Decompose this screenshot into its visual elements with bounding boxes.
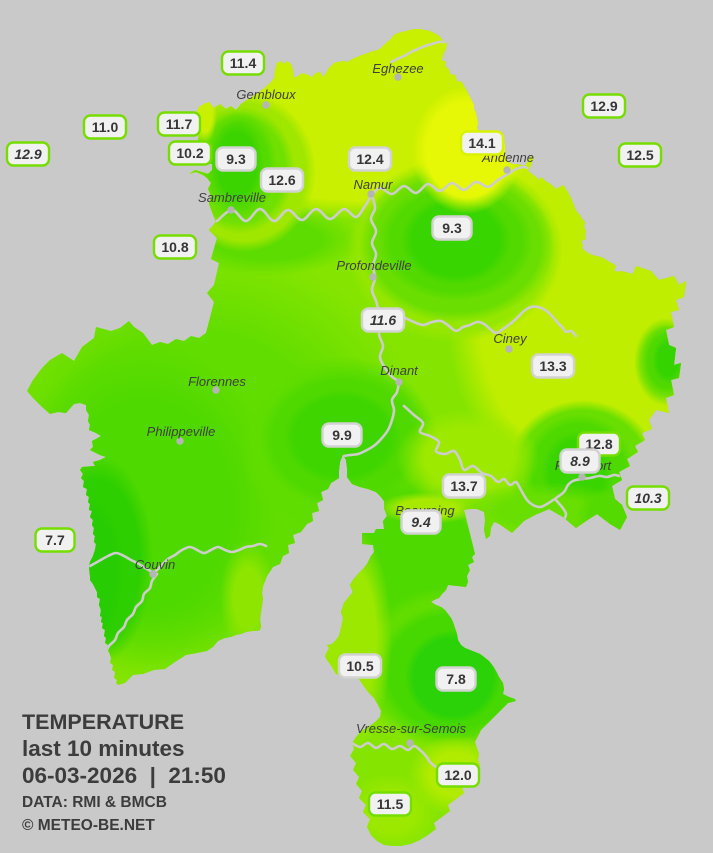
- svg-text:Dinant: Dinant: [380, 363, 419, 378]
- svg-text:Eghezee: Eghezee: [372, 61, 423, 76]
- svg-text:12.6: 12.6: [268, 172, 295, 188]
- svg-text:Ciney: Ciney: [493, 331, 528, 346]
- svg-text:Vresse-sur-Semois: Vresse-sur-Semois: [356, 721, 467, 736]
- svg-text:11.4: 11.4: [230, 55, 257, 71]
- svg-text:12.9: 12.9: [590, 98, 617, 114]
- svg-text:Gembloux: Gembloux: [236, 87, 296, 102]
- svg-text:13.7: 13.7: [450, 478, 477, 494]
- svg-text:10.3: 10.3: [634, 490, 661, 506]
- svg-text:11.6: 11.6: [370, 312, 396, 328]
- svg-text:last 10 minutes: last 10 minutes: [22, 736, 185, 761]
- svg-text:Sambreville: Sambreville: [198, 190, 266, 205]
- svg-text:DATA: RMI & BMCB: DATA: RMI & BMCB: [22, 794, 167, 811]
- svg-text:© METEO-BE.NET: © METEO-BE.NET: [22, 817, 155, 834]
- svg-text:7.8: 7.8: [446, 671, 466, 687]
- svg-text:12.9: 12.9: [14, 146, 41, 162]
- svg-text:10.8: 10.8: [161, 239, 188, 255]
- svg-text:12.5: 12.5: [626, 147, 653, 163]
- svg-text:13.3: 13.3: [539, 358, 566, 374]
- svg-text:10.2: 10.2: [176, 145, 203, 161]
- svg-text:Philippeville: Philippeville: [147, 424, 216, 439]
- svg-text:7.7: 7.7: [45, 532, 65, 548]
- svg-text:Profondeville: Profondeville: [336, 258, 411, 273]
- svg-text:11.5: 11.5: [377, 796, 404, 812]
- svg-text:10.5: 10.5: [346, 658, 373, 674]
- svg-text:9.3: 9.3: [442, 220, 462, 236]
- svg-text:Namur: Namur: [353, 177, 393, 192]
- svg-text:12.4: 12.4: [356, 151, 383, 167]
- svg-text:TEMPERATURE: TEMPERATURE: [22, 710, 184, 734]
- svg-text:12.8: 12.8: [585, 436, 612, 452]
- svg-text:11.0: 11.0: [92, 119, 119, 135]
- svg-text:06-03-2026 | 21:50: 06-03-2026 | 21:50: [22, 763, 226, 788]
- svg-text:11.7: 11.7: [166, 116, 193, 132]
- svg-text:8.9: 8.9: [570, 453, 590, 469]
- svg-text:12.0: 12.0: [444, 767, 471, 783]
- svg-text:9.9: 9.9: [332, 427, 352, 443]
- svg-text:9.4: 9.4: [411, 514, 431, 530]
- svg-text:Couvin: Couvin: [135, 557, 175, 572]
- svg-text:Florennes: Florennes: [188, 374, 246, 389]
- svg-text:14.1: 14.1: [468, 135, 495, 151]
- svg-text:9.3: 9.3: [226, 151, 246, 167]
